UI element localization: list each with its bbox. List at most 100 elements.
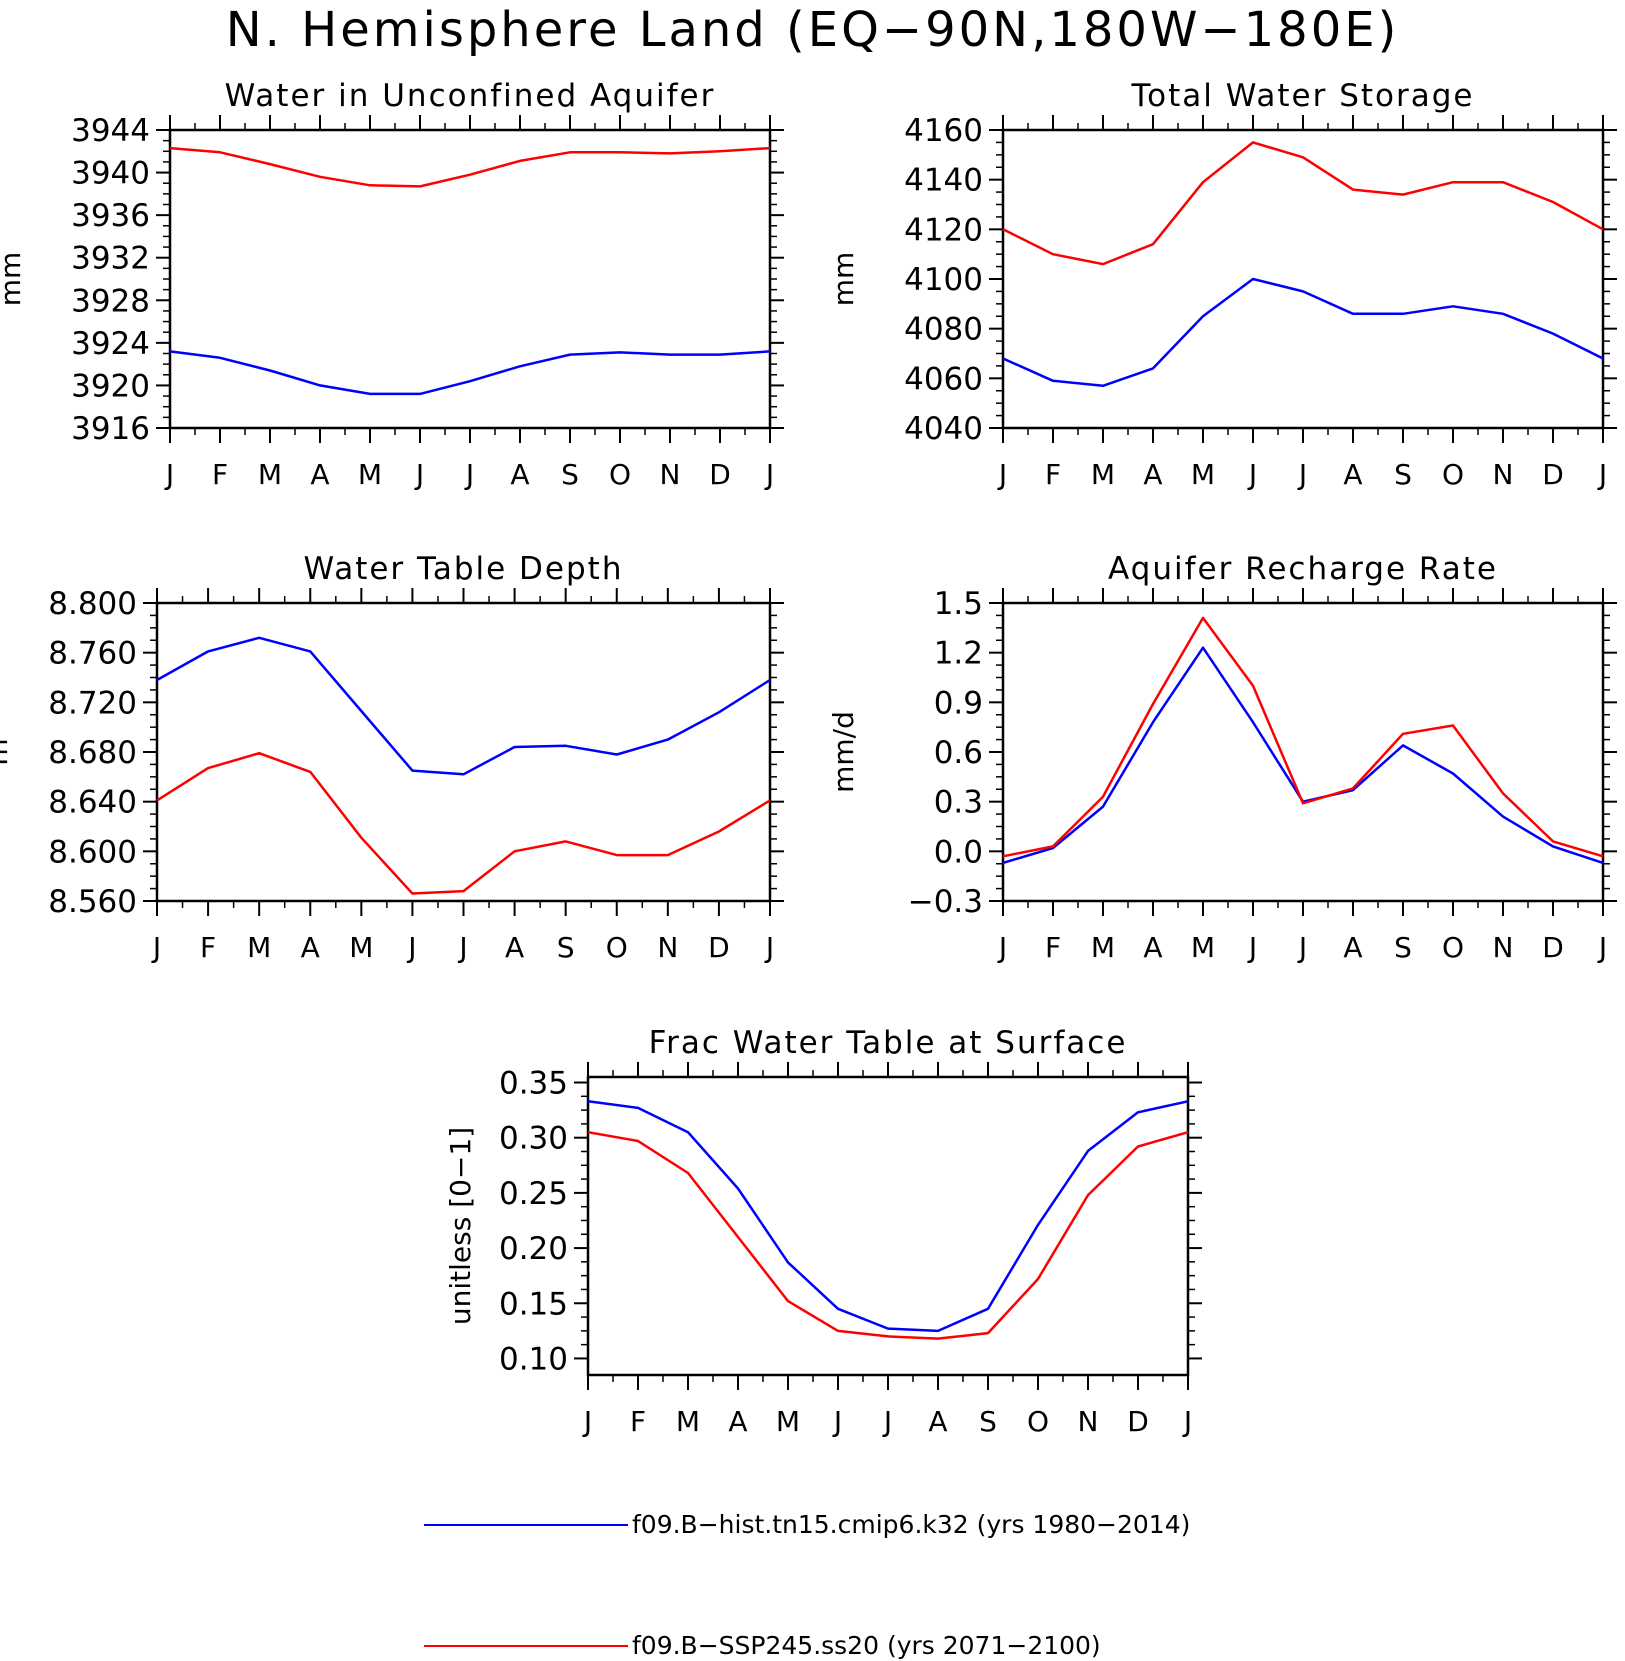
- plot-frame: [586, 1075, 1190, 1377]
- chart-title: Water Table Depth: [304, 551, 624, 587]
- x-tick-label: D: [1542, 458, 1564, 491]
- series-line-hist: [156, 636, 771, 776]
- x-tick-label: J: [151, 931, 161, 964]
- x-tick-label: J: [997, 931, 1007, 964]
- x-tick-label: M: [349, 931, 373, 964]
- y-tick-label: 4140: [904, 163, 983, 199]
- y-tick-label: 8.720: [48, 685, 137, 721]
- x-tick-label: S: [979, 1405, 997, 1438]
- x-tick-label: A: [1143, 931, 1162, 964]
- x-tick-label: M: [258, 458, 282, 491]
- x-tick-label: A: [505, 931, 524, 964]
- y-tick-label: 0.20: [499, 1231, 568, 1267]
- y-tick-label: 3940: [71, 156, 150, 192]
- x-tick-label: A: [1343, 931, 1362, 964]
- x-tick-label: J: [406, 931, 416, 964]
- x-tick-label: M: [358, 458, 382, 491]
- figure-title: N. Hemisphere Land (EQ−90N,180W−180E): [225, 2, 1400, 58]
- y-tick-label: 4040: [904, 411, 983, 447]
- x-tick-label: A: [301, 931, 320, 964]
- x-tick-label: J: [764, 931, 774, 964]
- y-tick-label: 4080: [904, 312, 983, 348]
- y-tick-label: 8.680: [48, 735, 137, 771]
- y-tick-label: 8.800: [48, 586, 137, 622]
- x-tick-label: O: [1027, 1405, 1049, 1438]
- series-line-hist: [1002, 277, 1604, 388]
- x-tick-label: M: [247, 931, 271, 964]
- y-axis-label: mm: [827, 252, 860, 307]
- x-tick-label: J: [464, 458, 474, 491]
- x-tick-label: J: [764, 458, 774, 491]
- x-tick-label: M: [776, 1405, 800, 1438]
- y-tick-label: 0.15: [499, 1286, 568, 1322]
- x-tick-label: A: [1343, 458, 1362, 491]
- x-tick-label: M: [676, 1405, 700, 1438]
- x-tick-label: D: [1127, 1405, 1149, 1438]
- y-tick-label: 3944: [71, 113, 150, 149]
- x-tick-label: N: [660, 458, 681, 491]
- chart-title: Frac Water Table at Surface: [649, 1025, 1128, 1061]
- chart-title: Water in Unconfined Aquifer: [225, 78, 716, 114]
- series-line-ssp: [587, 1130, 1189, 1340]
- y-tick-label: 3920: [71, 368, 150, 404]
- x-tick-label: O: [1442, 931, 1464, 964]
- y-axis-label: m: [0, 738, 14, 765]
- y-tick-label: 4120: [904, 212, 983, 248]
- x-tick-label: O: [1442, 458, 1464, 491]
- y-tick-label: 8.600: [48, 834, 137, 870]
- y-tick-label: 1.5: [934, 586, 983, 622]
- x-tick-label: J: [1597, 458, 1607, 491]
- x-tick-label: J: [457, 931, 467, 964]
- series-line-ssp: [169, 146, 771, 188]
- x-tick-label: A: [728, 1405, 747, 1438]
- series-line-ssp: [1002, 141, 1604, 266]
- y-tick-label: 3916: [71, 411, 150, 447]
- y-tick-label: 8.560: [48, 884, 137, 920]
- legend-label-hist: f09.B−hist.tn15.cmip6.k32 (yrs 1980−2014…: [632, 1510, 1191, 1539]
- x-tick-label: J: [1247, 458, 1257, 491]
- x-tick-label: J: [164, 458, 174, 491]
- x-tick-label: D: [708, 931, 730, 964]
- x-tick-label: O: [606, 931, 628, 964]
- x-tick-label: O: [609, 458, 631, 491]
- y-axis-label: mm/d: [827, 711, 860, 793]
- x-tick-label: D: [1542, 931, 1564, 964]
- y-tick-label: 3928: [71, 283, 150, 319]
- x-tick-label: F: [200, 931, 216, 964]
- x-tick-label: S: [1394, 931, 1412, 964]
- y-axis-label: mm: [0, 252, 27, 307]
- x-tick-label: J: [1297, 458, 1307, 491]
- legend-label-ssp: f09.B−SSP245.ss20 (yrs 2071−2100): [632, 1631, 1101, 1660]
- y-tick-label: 4100: [904, 262, 983, 298]
- y-tick-label: 3932: [71, 241, 150, 277]
- x-tick-label: M: [1191, 931, 1215, 964]
- x-tick-label: N: [1493, 931, 1514, 964]
- y-tick-label: 3924: [71, 326, 150, 362]
- series-line-hist: [169, 350, 771, 396]
- x-tick-label: J: [1597, 931, 1607, 964]
- legend-swatch-ssp: [424, 1645, 628, 1647]
- y-tick-label: −0.3: [908, 884, 983, 920]
- x-tick-label: J: [414, 458, 424, 491]
- x-tick-label: N: [1078, 1405, 1099, 1438]
- legend-swatch-hist: [424, 1524, 628, 1526]
- x-tick-label: A: [310, 458, 329, 491]
- y-tick-label: 8.760: [48, 636, 137, 672]
- x-tick-label: A: [510, 458, 529, 491]
- chart-title: Total Water Storage: [1130, 78, 1474, 114]
- x-tick-label: J: [832, 1405, 842, 1438]
- x-tick-label: M: [1191, 458, 1215, 491]
- x-tick-label: A: [928, 1405, 947, 1438]
- x-tick-label: N: [657, 931, 678, 964]
- x-tick-label: S: [1394, 458, 1412, 491]
- y-tick-label: 0.9: [934, 685, 983, 721]
- x-tick-label: S: [557, 931, 575, 964]
- x-tick-label: D: [709, 458, 731, 491]
- series-line-ssp: [1002, 616, 1604, 858]
- x-tick-label: J: [1182, 1405, 1192, 1438]
- x-tick-label: J: [1297, 931, 1307, 964]
- y-tick-label: 1.2: [934, 636, 983, 672]
